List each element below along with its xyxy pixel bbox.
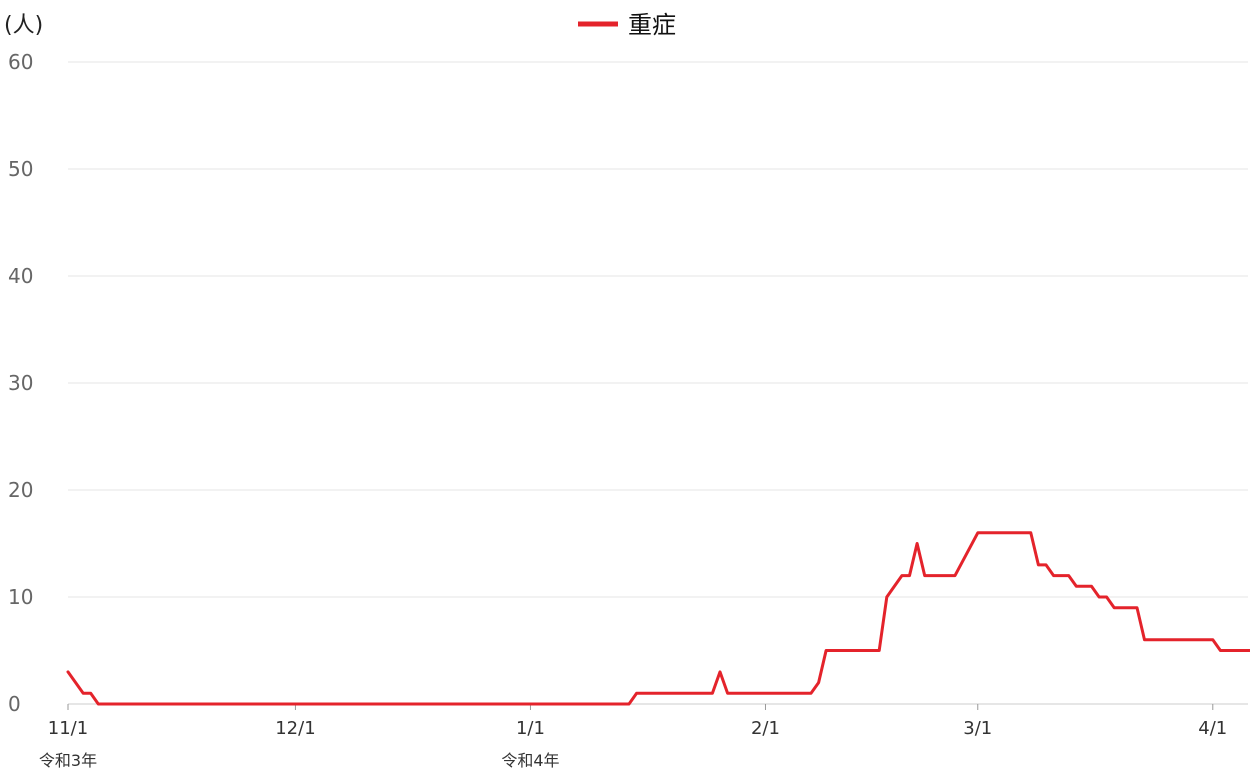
x-tick-label: 11/1 (48, 718, 88, 739)
x-tick-label: 3/1 (963, 718, 992, 739)
y-tick-label: 10 (8, 585, 33, 609)
gridlines (68, 61, 1248, 705)
legend: 重症 (578, 11, 676, 39)
y-tick-label: 30 (8, 371, 33, 395)
series-layer (66, 531, 1250, 706)
y-tick-label: 40 (8, 264, 33, 288)
y-tick-label: 50 (8, 157, 33, 181)
y-tick-label: 60 (8, 50, 33, 74)
series-line-severe (66, 531, 1250, 706)
x-tick-label: 1/1 (516, 718, 545, 739)
x-era-label: 令和4年 (501, 751, 559, 770)
x-tick-label: 2/1 (751, 718, 780, 739)
y-tick-label: 20 (8, 478, 33, 502)
legend-label-severe: 重症 (628, 11, 676, 39)
y-tick-label: 0 (8, 692, 21, 716)
x-axis-ticks: 11/1 令和3年 12/1 1/1 令和4年 2/1 3/1 4/1 (39, 704, 1227, 770)
x-tick-label: 4/1 (1198, 718, 1227, 739)
x-tick-label: 12/1 (275, 718, 315, 739)
y-axis-unit-label: (人) (4, 13, 43, 38)
y-axis-ticks: 0 10 20 30 40 50 60 (8, 50, 33, 716)
x-era-label: 令和3年 (39, 751, 97, 770)
